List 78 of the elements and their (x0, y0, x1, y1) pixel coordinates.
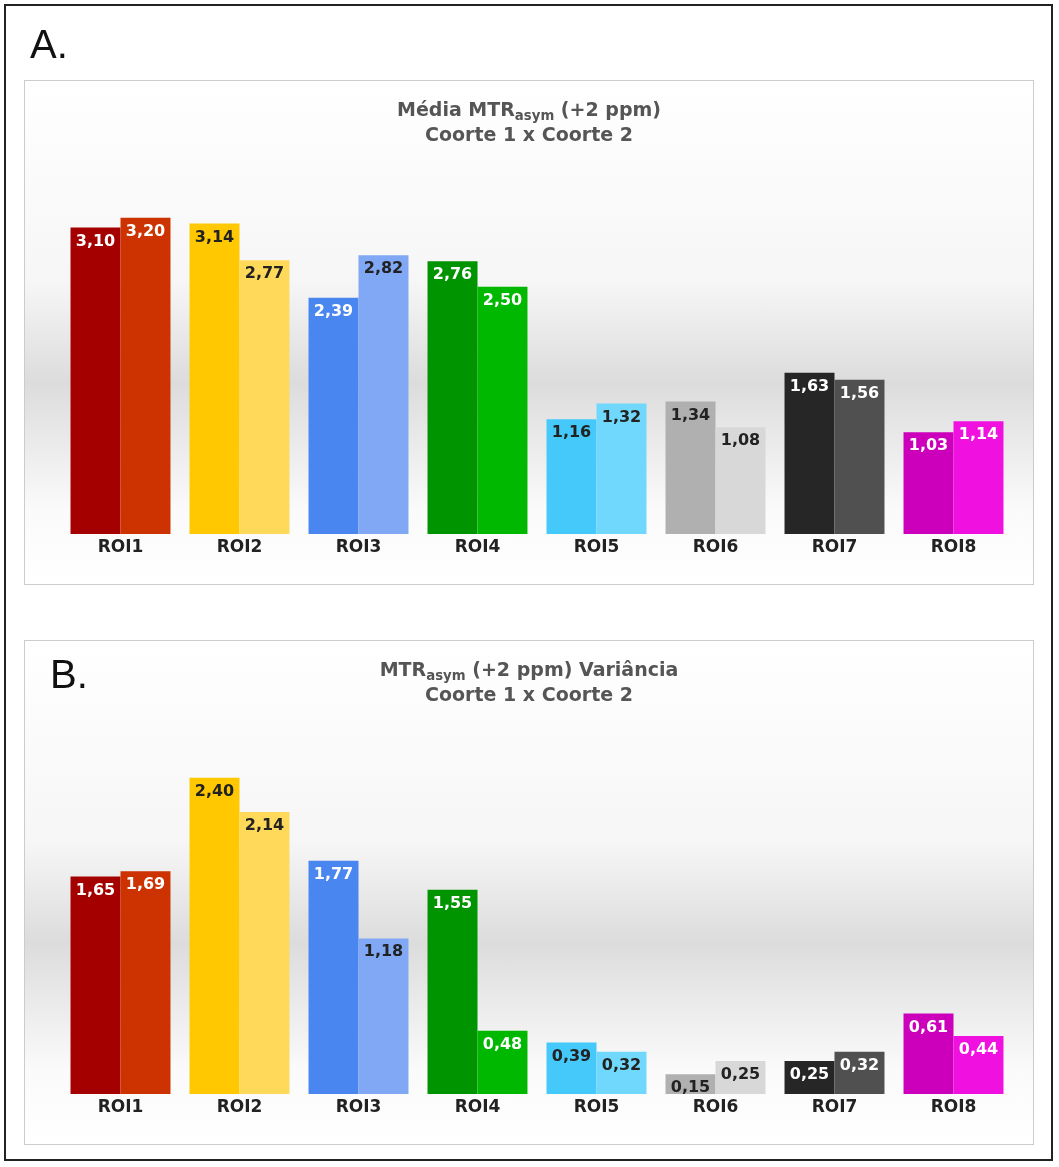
data-label: 0,15 (670, 1077, 711, 1097)
data-label: 1,08 (720, 430, 761, 450)
data-label: 0,32 (601, 1054, 642, 1074)
data-label: 1,65 (75, 879, 116, 899)
bar (596, 403, 647, 534)
bar (427, 261, 478, 534)
bar (903, 1013, 954, 1094)
chart-title: Média MTR$_{asym}$ (+2 ppm) (396, 98, 662, 124)
x-tick-label: ROI6 (692, 536, 739, 556)
data-label: 1,69 (125, 874, 166, 894)
bar (239, 811, 290, 1094)
data-label: 0,39 (551, 1045, 592, 1065)
chart-title: MTR$_{asym}$ (+2 ppm) Variância (379, 658, 679, 684)
x-tick-label: ROI2 (216, 1096, 263, 1116)
bar (953, 421, 1004, 534)
data-label: 2,82 (363, 258, 404, 278)
bar (358, 255, 409, 534)
data-label: 3,10 (75, 230, 116, 250)
x-tick-label: ROI5 (573, 1096, 620, 1116)
data-label: 1,14 (958, 424, 999, 444)
data-label: 1,16 (551, 422, 592, 442)
bar (546, 419, 597, 534)
x-tick-label: ROI6 (692, 1096, 739, 1116)
bar (308, 860, 359, 1094)
bar (665, 401, 716, 534)
x-tick-label: ROI8 (930, 1096, 977, 1116)
bar (70, 227, 121, 534)
data-label: 1,03 (908, 435, 949, 455)
bar (239, 260, 290, 534)
bar (189, 223, 240, 534)
data-label: 2,77 (244, 263, 285, 283)
x-tick-label: ROI4 (454, 536, 501, 556)
x-tick-label: ROI1 (97, 1096, 144, 1116)
data-label: 0,44 (958, 1039, 999, 1058)
data-label: 1,56 (839, 382, 880, 402)
data-label: 1,77 (313, 863, 354, 883)
bar (903, 432, 954, 534)
x-tick-label: ROI3 (335, 536, 382, 556)
data-label: 1,34 (670, 404, 711, 424)
data-label: 0,25 (789, 1064, 830, 1084)
x-tick-label: ROI3 (335, 1096, 382, 1116)
x-tick-label: ROI2 (216, 536, 263, 556)
bar (477, 286, 528, 534)
data-label: 2,76 (432, 264, 473, 284)
data-label: 0,32 (839, 1054, 880, 1074)
data-label: 1,63 (789, 375, 830, 395)
data-label: 3,20 (125, 220, 166, 240)
data-label: 2,40 (194, 780, 235, 800)
data-label: 0,61 (908, 1016, 949, 1036)
chart-subtitle: Coorte 1 x Coorte 2 (425, 122, 633, 145)
data-label: 2,39 (313, 300, 354, 320)
bar (189, 777, 240, 1094)
bar (120, 871, 171, 1094)
data-label: 0,25 (720, 1064, 761, 1084)
bar (120, 217, 171, 534)
bar (834, 379, 885, 534)
x-tick-label: ROI7 (811, 536, 858, 556)
data-label: 2,50 (482, 289, 523, 309)
data-label: 1,32 (601, 406, 642, 426)
data-label: 3,14 (194, 226, 235, 246)
text: A. (30, 22, 68, 67)
bar (70, 876, 121, 1094)
x-tick-label: ROI5 (573, 536, 620, 556)
bar (715, 427, 766, 534)
text: B. (50, 652, 88, 697)
data-label: 0,48 (482, 1033, 523, 1053)
bar (358, 938, 409, 1094)
x-tick-label: ROI7 (811, 1096, 858, 1116)
x-tick-label: ROI1 (97, 536, 144, 556)
data-label: 2,14 (244, 814, 285, 834)
data-label: 1,55 (432, 892, 473, 912)
x-tick-label: ROI8 (930, 536, 977, 556)
x-tick-label: ROI4 (454, 1096, 501, 1116)
chart-subtitle: Coorte 1 x Coorte 2 (425, 682, 633, 705)
data-label: 1,18 (363, 941, 404, 961)
bar (427, 889, 478, 1094)
bar (784, 372, 835, 534)
bar (308, 297, 359, 534)
